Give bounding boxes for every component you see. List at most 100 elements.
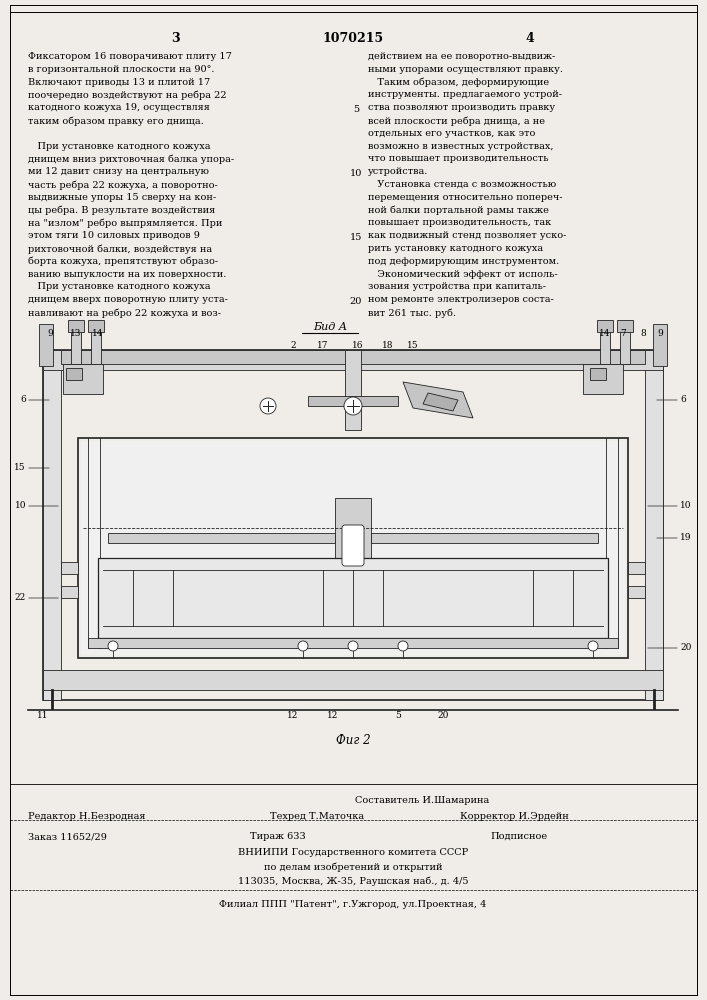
Text: Составитель И.Шамарина: Составитель И.Шамарина — [355, 796, 489, 805]
Text: перемещения относительно попереч-: перемещения относительно попереч- — [368, 193, 563, 202]
Text: борта кожуха, препятствуют образо-: борта кожуха, препятствуют образо- — [28, 257, 218, 266]
Circle shape — [260, 398, 276, 414]
Text: 10: 10 — [680, 502, 691, 510]
Bar — [43, 350, 61, 700]
Text: Тираж 633: Тираж 633 — [250, 832, 305, 841]
Text: 7: 7 — [620, 328, 626, 338]
Text: При установке катодного кожуха: При установке катодного кожуха — [28, 282, 211, 291]
Circle shape — [348, 641, 358, 651]
Text: катодного кожуха 19, осуществляя: катодного кожуха 19, осуществляя — [28, 103, 210, 112]
Text: 20: 20 — [680, 644, 691, 652]
Bar — [620, 328, 630, 364]
Bar — [61, 586, 78, 598]
Text: Фиг 2: Фиг 2 — [336, 734, 370, 747]
Text: Корректор И.Эрдейн: Корректор И.Эрдейн — [460, 812, 568, 821]
Text: 15: 15 — [407, 342, 419, 351]
Text: 20: 20 — [350, 297, 362, 306]
Text: таким образом правку его днища.: таким образом правку его днища. — [28, 116, 204, 125]
Circle shape — [588, 641, 598, 651]
Text: 22: 22 — [15, 593, 26, 602]
Bar — [43, 350, 663, 370]
Text: 4: 4 — [525, 32, 534, 45]
Text: Установка стенда с возможностью: Установка стенда с возможностью — [368, 180, 556, 189]
Bar — [81, 441, 625, 655]
Text: Экономический эффект от исполь-: Экономический эффект от исполь- — [368, 270, 558, 279]
Text: ми 12 давит снизу на центральную: ми 12 давит снизу на центральную — [28, 167, 209, 176]
Text: повышает производительность, так: повышает производительность, так — [368, 218, 551, 227]
Bar — [71, 328, 81, 364]
Text: днищем вниз рихтовочная балка упора-: днищем вниз рихтовочная балка упора- — [28, 154, 234, 164]
Bar — [645, 350, 663, 700]
Text: 19: 19 — [680, 534, 691, 542]
Text: устройства.: устройства. — [368, 167, 428, 176]
Text: Редактор Н.Безродная: Редактор Н.Безродная — [28, 812, 146, 821]
Text: 113035, Москва, Ж-35, Раушская наб., д. 4/5: 113035, Москва, Ж-35, Раушская наб., д. … — [238, 877, 468, 886]
Text: ванию выпуклости на их поверхности.: ванию выпуклости на их поверхности. — [28, 270, 226, 279]
Text: Фиксатором 16 поворачивают плиту 17: Фиксатором 16 поворачивают плиту 17 — [28, 52, 232, 61]
Text: днищем вверх поворотную плиту уста-: днищем вверх поворотную плиту уста- — [28, 295, 228, 304]
Bar — [345, 350, 361, 430]
Text: отдельных его участков, как это: отдельных его участков, как это — [368, 129, 535, 138]
Text: 12: 12 — [287, 712, 298, 720]
Text: поочередно воздействуют на ребра 22: поочередно воздействуют на ребра 22 — [28, 90, 227, 100]
Text: 10: 10 — [350, 169, 362, 178]
Circle shape — [398, 641, 408, 651]
Text: ными упорами осуществляют правку.: ными упорами осуществляют правку. — [368, 65, 563, 74]
Text: 18: 18 — [382, 342, 394, 351]
Text: навливают на ребро 22 кожуха и воз-: навливают на ребро 22 кожуха и воз- — [28, 308, 221, 318]
Text: цы ребра. В результате воздействия: цы ребра. В результате воздействия — [28, 206, 215, 215]
Text: 10: 10 — [15, 502, 26, 510]
Text: выдвижные упоры 15 сверху на кон-: выдвижные упоры 15 сверху на кон- — [28, 193, 216, 202]
Bar — [590, 368, 606, 380]
Bar — [68, 320, 84, 332]
Text: 9: 9 — [47, 328, 53, 338]
Text: вит 261 тыс. руб.: вит 261 тыс. руб. — [368, 308, 456, 318]
Text: Таким образом, деформирующие: Таким образом, деформирующие — [368, 78, 549, 87]
Bar — [308, 396, 398, 406]
Bar — [653, 324, 667, 366]
Text: 14: 14 — [92, 328, 104, 338]
Bar — [335, 498, 371, 593]
Bar — [63, 364, 103, 394]
Bar — [600, 328, 610, 364]
Text: часть ребра 22 кожуха, а поворотно-: часть ребра 22 кожуха, а поворотно- — [28, 180, 218, 190]
Text: рихтовочной балки, воздействуя на: рихтовочной балки, воздействуя на — [28, 244, 212, 253]
Bar — [88, 638, 618, 648]
Text: 5: 5 — [353, 105, 359, 114]
Text: Подписное: Подписное — [490, 832, 547, 841]
Bar — [61, 350, 645, 364]
Bar — [61, 562, 78, 574]
Text: Техред Т.Маточка: Техред Т.Маточка — [270, 812, 364, 821]
Text: 2: 2 — [290, 342, 296, 351]
Text: 20: 20 — [438, 712, 449, 720]
Text: Филиал ППП "Патент", г.Ужгород, ул.Проектная, 4: Филиал ППП "Патент", г.Ужгород, ул.Проек… — [219, 900, 486, 909]
Polygon shape — [423, 393, 458, 411]
Text: ВНИИПИ Государственного комитета СССР: ВНИИПИ Государственного комитета СССР — [238, 848, 468, 857]
Text: 12: 12 — [327, 712, 339, 720]
FancyBboxPatch shape — [342, 525, 364, 566]
Text: 17: 17 — [317, 342, 329, 351]
Text: как подвижный стенд позволяет уско-: как подвижный стенд позволяет уско- — [368, 231, 566, 240]
Bar — [628, 586, 645, 598]
Bar — [91, 328, 101, 364]
Text: 8: 8 — [640, 328, 646, 338]
Text: что повышает производительность: что повышает производительность — [368, 154, 549, 163]
Bar — [583, 364, 623, 394]
Text: 6: 6 — [680, 395, 686, 404]
Text: 1070215: 1070215 — [322, 32, 384, 45]
Polygon shape — [403, 382, 473, 418]
Text: рить установку катодного кожуха: рить установку катодного кожуха — [368, 244, 543, 253]
Circle shape — [108, 641, 118, 651]
Circle shape — [298, 641, 308, 651]
Text: действием на ее поворотно-выдвиж-: действием на ее поворотно-выдвиж- — [368, 52, 555, 61]
Text: этом тяги 10 силовых приводов 9: этом тяги 10 силовых приводов 9 — [28, 231, 200, 240]
Bar — [371, 533, 598, 543]
Text: 3: 3 — [170, 32, 180, 45]
Bar — [98, 558, 608, 638]
Text: Бид А: Бид А — [313, 322, 347, 332]
Text: 14: 14 — [600, 328, 611, 338]
Text: При установке катодного кожуха: При установке катодного кожуха — [28, 142, 211, 151]
Bar — [43, 350, 663, 700]
Bar — [617, 320, 633, 332]
Bar — [43, 670, 663, 690]
